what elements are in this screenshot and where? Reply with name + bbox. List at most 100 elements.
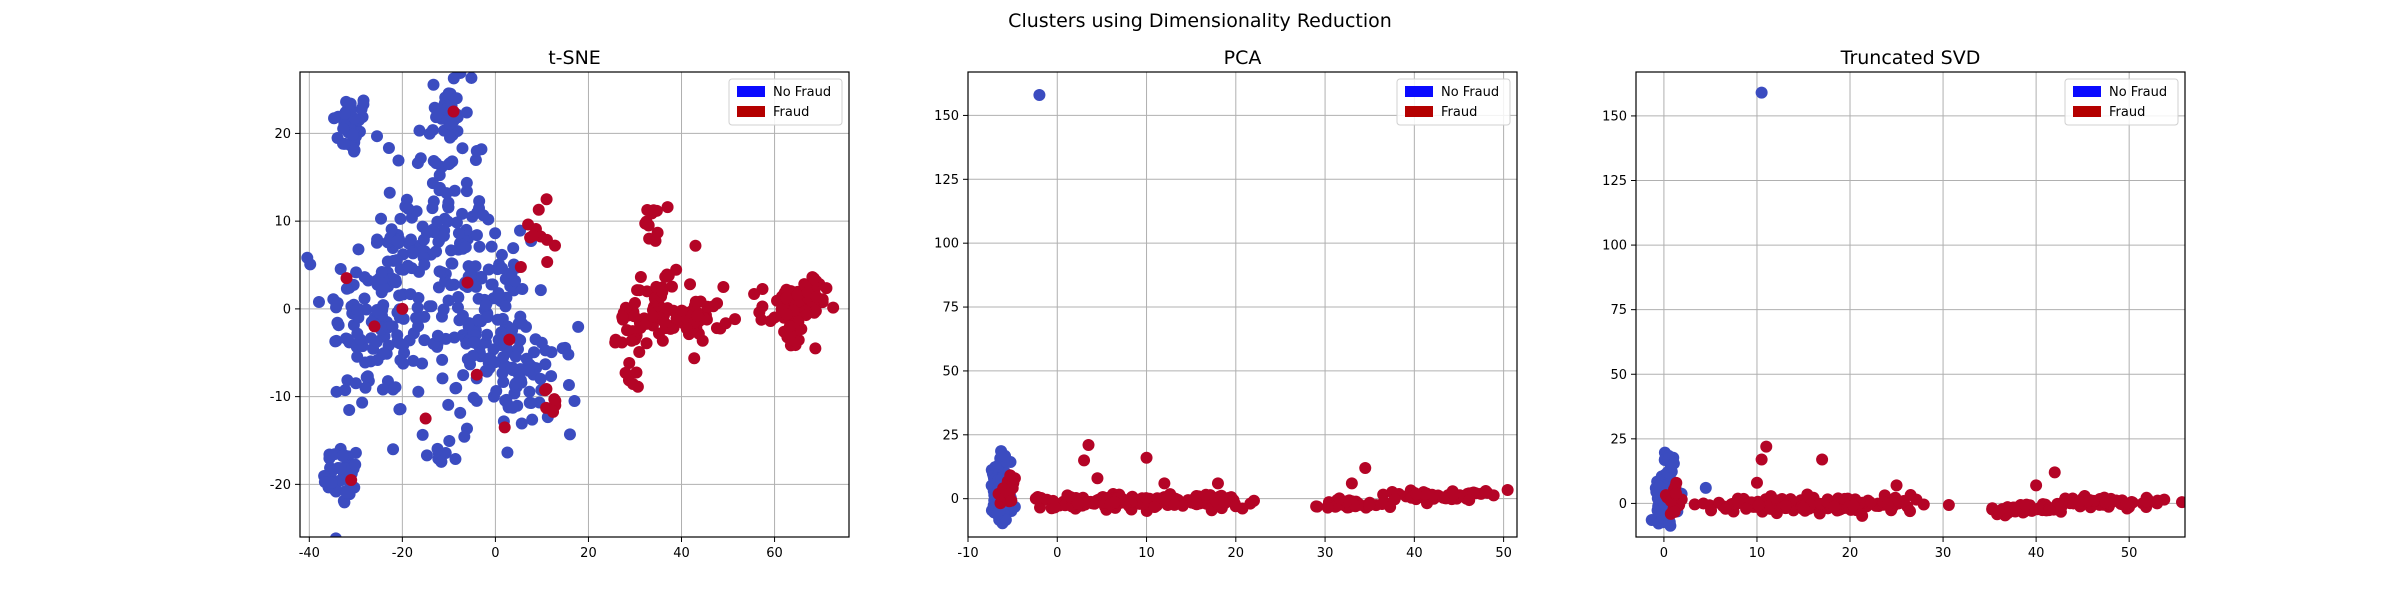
scatter-point-no-fraud	[420, 449, 433, 462]
x-tick-label: -20	[392, 546, 413, 561]
scatter-point-fraud	[540, 193, 553, 206]
scatter-point-no-fraud	[450, 381, 463, 394]
scatter-point-no-fraud	[349, 377, 362, 390]
scatter-point-fraud	[461, 276, 474, 289]
scatter-point-no-fraud	[394, 402, 407, 415]
scatter-point-fraud	[665, 280, 678, 293]
y-tick-label: 100	[1602, 239, 1627, 254]
scatter-point-fraud	[498, 421, 511, 434]
scatter-point-fraud	[1377, 488, 1390, 501]
scatter-point-no-fraud	[523, 385, 536, 398]
scatter-point-no-fraud	[568, 395, 581, 408]
scatter-point-no-fraud	[351, 303, 364, 316]
scatter-point-no-fraud	[404, 233, 417, 246]
scatter-point-no-fraud	[509, 350, 522, 363]
scatter-point-fraud	[1881, 498, 1894, 511]
scatter-point-no-fraud	[370, 335, 383, 348]
scatter-point-fraud	[1779, 499, 1792, 512]
scatter-point-fraud	[791, 289, 804, 302]
scatter-point-fraud	[2140, 495, 2153, 508]
scatter-point-fraud	[2019, 499, 2032, 512]
scatter-point-no-fraud	[351, 350, 364, 363]
scatter-point-no-fraud	[352, 243, 365, 256]
scatter-point-no-fraud	[385, 223, 398, 236]
scatter-point-fraud	[1190, 498, 1203, 511]
scatter-point-no-fraud	[452, 227, 465, 240]
scatter-point-fraud	[634, 271, 647, 284]
legend-swatch-fraud	[737, 106, 765, 117]
x-tick-label: 10	[1749, 546, 1766, 561]
scatter-point-no-fraud	[430, 157, 443, 170]
legend-swatch-no-fraud	[1405, 86, 1433, 97]
scatter-point-no-fraud	[355, 103, 368, 116]
scatter-point-fraud	[470, 368, 483, 381]
scatter-point-no-fraud	[338, 137, 351, 150]
scatter-point-no-fraud	[453, 314, 466, 327]
scatter-point-no-fraud	[334, 462, 347, 475]
legend-label: Fraud	[2109, 105, 2145, 120]
scatter-point-no-fraud	[489, 227, 502, 240]
scatter-point-no-fraud	[477, 209, 490, 222]
x-tick-label: 30	[1935, 546, 1952, 561]
y-tick-label: 75	[942, 301, 959, 316]
scatter-point-no-fraud	[456, 207, 469, 220]
scatter-point-fraud	[1847, 499, 1860, 512]
scatter-point-no-fraud	[436, 372, 449, 385]
scatter-point-fraud	[1140, 451, 1153, 464]
scatter-point-fraud	[1904, 489, 1917, 502]
scatter-point-no-fraud	[427, 78, 440, 91]
scatter-point-fraud	[780, 292, 793, 305]
subplot-title: Truncated SVD	[1840, 47, 1981, 69]
scatter-point-no-fraud	[1033, 88, 1046, 101]
scatter-point-no-fraud	[358, 292, 371, 305]
scatter-point-fraud	[809, 305, 822, 318]
y-tick-label: 0	[283, 302, 291, 317]
scatter-point-fraud	[619, 366, 632, 379]
scatter-point-fraud	[1764, 502, 1777, 515]
scatter-point-fraud	[1463, 494, 1476, 507]
scatter-point-fraud	[1816, 453, 1829, 466]
scatter-point-no-fraud	[381, 255, 394, 268]
scatter-point-fraud	[717, 280, 730, 293]
scatter-point-fraud	[646, 310, 659, 323]
y-tick-label: 125	[1602, 174, 1627, 189]
scatter-point-no-fraud	[457, 369, 470, 382]
scatter-point-no-fraud	[325, 476, 338, 489]
scatter-point-no-fraud	[338, 107, 351, 120]
scatter-point-no-fraud	[999, 450, 1012, 463]
legend-label: No Fraud	[773, 85, 831, 100]
scatter-point-no-fraud	[1667, 457, 1680, 470]
x-tick-label: 40	[1406, 546, 1423, 561]
scatter-point-no-fraud	[260, 287, 272, 299]
scatter-point-no-fraud	[562, 379, 575, 392]
legend-label: No Fraud	[1441, 85, 1499, 100]
scatter-point-no-fraud	[431, 442, 444, 455]
scatter-point-no-fraud	[375, 266, 388, 279]
scatter-point-fraud	[2030, 479, 2043, 492]
scatter-point-fraud	[1229, 500, 1242, 513]
scatter-point-fraud	[1917, 498, 1930, 511]
x-tick-label: 50	[2121, 546, 2138, 561]
scatter-point-no-fraud	[444, 279, 457, 292]
scatter-point-fraud	[801, 286, 814, 299]
scatter-point-no-fraud	[341, 333, 354, 346]
scatter-point-no-fraud	[1699, 481, 1712, 494]
scatter-point-no-fraud	[406, 247, 419, 260]
scatter-point-no-fraud	[431, 215, 444, 228]
scatter-point-no-fraud	[514, 334, 527, 347]
x-tick-label: 0	[491, 546, 499, 561]
scatter-point-no-fraud	[473, 240, 486, 253]
scatter-point-fraud	[628, 296, 641, 309]
scatter-point-fraud	[1705, 504, 1718, 517]
scatter-point-fraud	[630, 366, 643, 379]
scatter-point-no-fraud	[485, 278, 498, 291]
scatter-point-no-fraud	[495, 248, 508, 261]
scatter-point-fraud	[503, 333, 516, 346]
scatter-point-fraud	[684, 278, 697, 291]
scatter-point-fraud	[1903, 505, 1916, 518]
legend-label: No Fraud	[2109, 85, 2167, 100]
scatter-points	[985, 88, 1514, 530]
scatter-point-no-fraud	[465, 72, 478, 84]
scatter-point-fraud	[1034, 501, 1047, 514]
